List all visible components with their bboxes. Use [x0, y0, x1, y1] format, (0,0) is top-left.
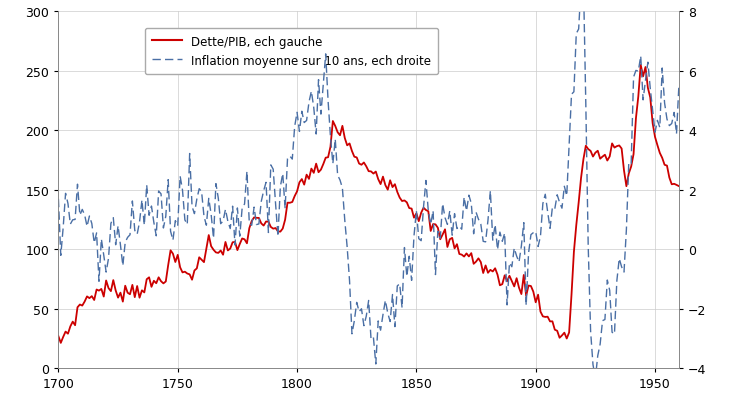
- Legend: Dette/PIB, ech gauche, Inflation moyenne sur 10 ans, ech droite: Dette/PIB, ech gauche, Inflation moyenne…: [145, 29, 438, 75]
